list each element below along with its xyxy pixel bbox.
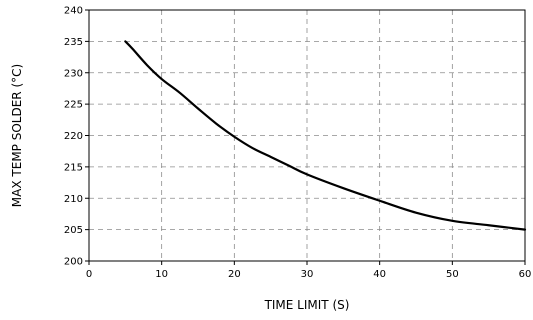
x-tick-label: 10 — [155, 269, 168, 280]
x-axis-title: TIME LIMIT (S) — [264, 298, 350, 312]
y-tick-label: 215 — [64, 162, 83, 173]
x-tick-label: 50 — [446, 269, 459, 280]
x-tick-label: 60 — [519, 269, 532, 280]
x-tick-label: 20 — [228, 269, 241, 280]
series-layer — [124, 40, 527, 231]
y-tick-label: 210 — [64, 194, 83, 205]
grid — [89, 10, 525, 261]
y-tick-label: 200 — [64, 257, 83, 268]
y-tick-label: 240 — [64, 6, 83, 17]
y-axis-title: MAX TEMP SOLDER (°C) — [10, 64, 24, 207]
y-tick-label: 230 — [64, 68, 83, 79]
x-tick-label: 30 — [301, 269, 314, 280]
y-tick-label: 225 — [64, 100, 83, 111]
y-tick-label: 235 — [64, 37, 83, 48]
y-tick-label: 220 — [64, 131, 83, 142]
x-tick-label: 0 — [86, 269, 92, 280]
y-axis-ticks: 200 205 210 215 220 225 230 235 240 — [64, 6, 89, 268]
y-tick-label: 205 — [64, 225, 83, 236]
x-tick-label: 40 — [373, 269, 386, 280]
x-axis-ticks: 0 10 20 30 40 50 60 — [86, 261, 532, 280]
series-line — [124, 40, 527, 231]
